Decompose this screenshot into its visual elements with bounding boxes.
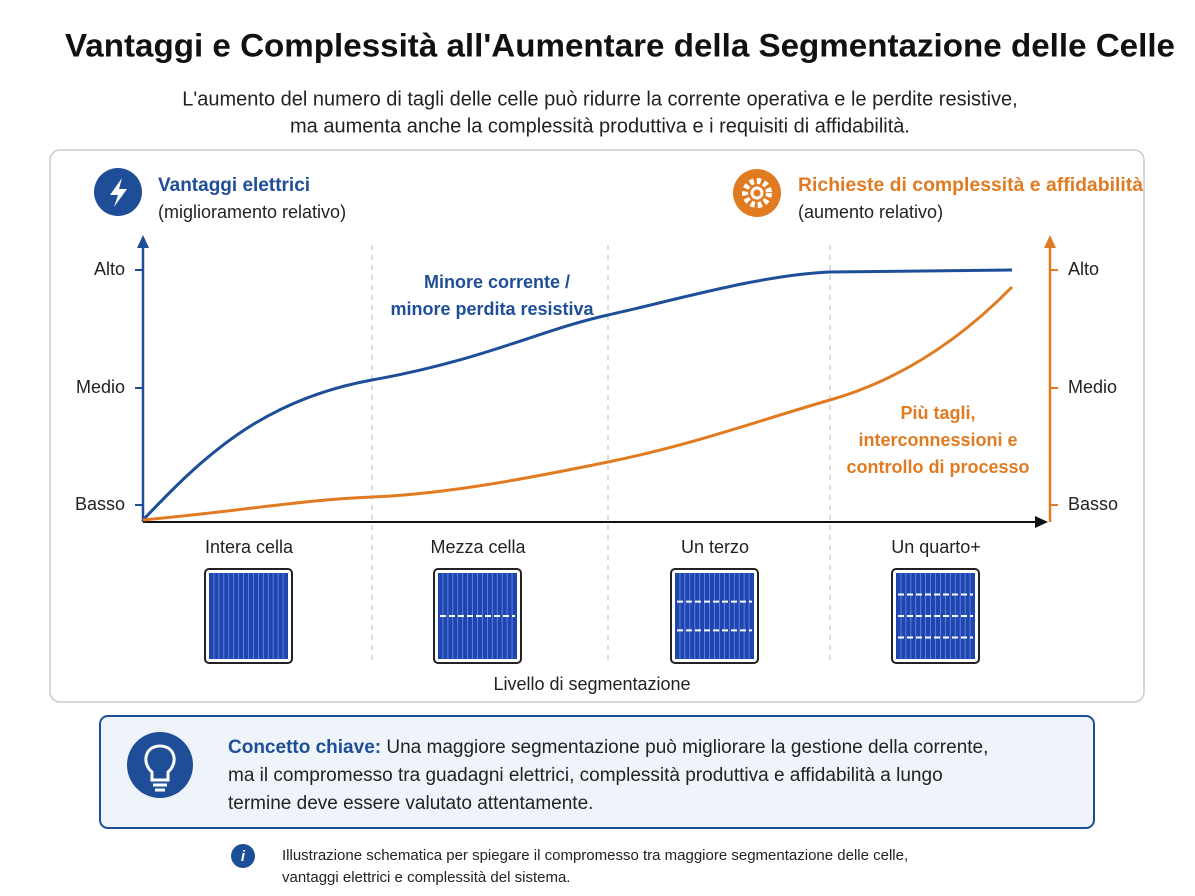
key-box bbox=[99, 715, 1095, 829]
category-label: Intera cella bbox=[205, 537, 294, 557]
category-label: Un quarto+ bbox=[891, 537, 981, 557]
key-label: Concetto chiave: bbox=[228, 737, 381, 758]
bolt bbox=[110, 178, 127, 207]
category-label: Mezza cella bbox=[430, 537, 526, 557]
subtitle: L'aumento del numero di tagli delle cell… bbox=[182, 88, 1017, 110]
footnote: vantaggi elettrici e complessità del sis… bbox=[282, 869, 570, 886]
bulb bbox=[144, 744, 176, 792]
annotation: minore perdita resistiva bbox=[390, 299, 594, 319]
right-tick-label: Medio bbox=[1068, 377, 1117, 397]
subtitle: ma aumenta anche la complessità produtti… bbox=[290, 115, 910, 137]
key-line: termine deve essere valutato attentament… bbox=[228, 793, 593, 814]
gear bbox=[742, 178, 772, 208]
annotation: Più tagli, bbox=[900, 403, 975, 423]
arrow bbox=[137, 235, 149, 248]
title: Vantaggi e Complessità all'Aumentare del… bbox=[65, 27, 1175, 63]
annotation: controllo di processo bbox=[846, 457, 1029, 477]
right-tick-label: Basso bbox=[1068, 494, 1118, 514]
panel bbox=[49, 149, 1145, 703]
complexity-curve bbox=[142, 285, 1014, 522]
annotation: Minore corrente / bbox=[424, 272, 570, 292]
key-line: ma il compromesso tra guadagni elettrici… bbox=[228, 765, 943, 786]
arrow bbox=[1044, 235, 1056, 248]
left-axis-title: Vantaggi elettrici bbox=[158, 175, 310, 196]
benefit-curve bbox=[141, 268, 1013, 522]
right-axis-subtitle: (aumento relativo) bbox=[798, 202, 943, 222]
key-line: Concetto chiave: Una maggiore segmentazi… bbox=[228, 737, 988, 758]
info-glyph: i bbox=[241, 848, 246, 865]
right-axis-title: Richieste di complessità e affidabilità bbox=[798, 175, 1143, 196]
left-axis-subtitle: (miglioramento relativo) bbox=[158, 202, 346, 222]
key-text: Una maggiore segmentazione può migliorar… bbox=[386, 737, 988, 758]
x-axis-label: Livello di segmentazione bbox=[493, 674, 690, 694]
gear-hub bbox=[750, 186, 764, 200]
footnote: Illustrazione schematica per spiegare il… bbox=[282, 847, 908, 864]
arrow bbox=[1035, 516, 1048, 528]
category-label: Un terzo bbox=[681, 537, 749, 557]
left-tick-label: Alto bbox=[94, 259, 125, 279]
bulb-icon bbox=[127, 732, 193, 798]
info-icon bbox=[231, 844, 255, 868]
right-tick-label: Alto bbox=[1068, 259, 1099, 279]
left-tick-label: Basso bbox=[75, 494, 125, 514]
left-tick-label: Medio bbox=[76, 377, 125, 397]
annotation: interconnessioni e bbox=[858, 430, 1017, 450]
